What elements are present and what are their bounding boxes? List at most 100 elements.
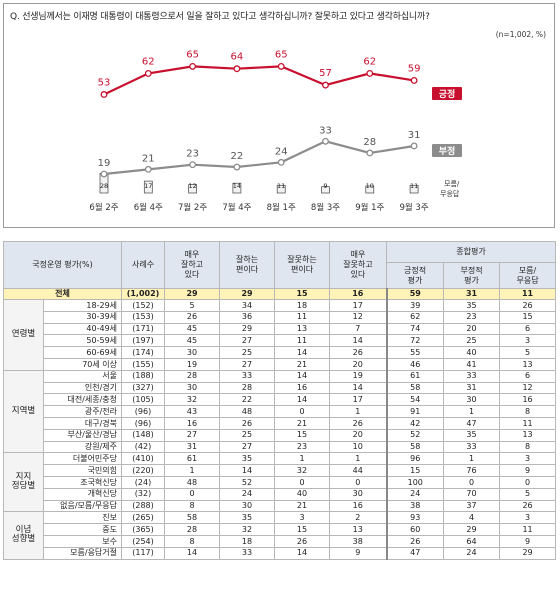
legend-negative-label: 부정 xyxy=(439,145,456,157)
row-value: 14 xyxy=(274,393,331,407)
row-value: 41 xyxy=(443,357,501,371)
row-value: 14 xyxy=(274,346,331,359)
dontknow-bar xyxy=(365,185,375,194)
table-row: 30-39세 (153) 26 36 11 12 62 23 15 xyxy=(4,310,557,324)
row-value: 45 xyxy=(164,322,221,336)
positive-point xyxy=(233,65,241,73)
row-value: 30 xyxy=(164,381,221,395)
row-value: 5 xyxy=(499,487,557,501)
row-value: 58 xyxy=(385,381,445,395)
row-value: 1 xyxy=(443,405,501,418)
row-value: 55 xyxy=(385,346,445,359)
row-value: 36 xyxy=(219,310,276,324)
row-value: 16 xyxy=(329,288,388,300)
row-value: 61 xyxy=(164,452,221,466)
row-label: 모름/응답거절 xyxy=(42,546,123,560)
row-value: 0 xyxy=(274,405,331,418)
row-n: (220) xyxy=(121,464,166,477)
row-value: 3 xyxy=(499,452,557,466)
row-value: 46 xyxy=(385,357,445,371)
row-value: 33 xyxy=(443,440,501,454)
row-value: 0 xyxy=(443,475,501,489)
row-value: 10 xyxy=(329,440,388,454)
row-value: 15 xyxy=(385,464,445,477)
dontknow-value-label: 17 xyxy=(144,182,152,190)
dontknow-value-label: 9 xyxy=(323,182,327,190)
row-label: 60-69세 xyxy=(42,346,123,359)
legend-dontknow-label-2: 무응답 xyxy=(440,189,460,198)
row-value: 43 xyxy=(164,405,221,418)
row-value: 96 xyxy=(385,452,445,466)
row-value: 11 xyxy=(499,288,557,300)
row-n: (254) xyxy=(121,534,166,548)
positive-point xyxy=(144,69,152,77)
table-row: 60-69세 (174) 30 25 14 26 55 40 5 xyxy=(4,346,557,359)
row-value: 8 xyxy=(499,440,557,454)
row-value: 58 xyxy=(164,511,221,525)
dontknow-bar xyxy=(276,184,286,194)
row-value: 13 xyxy=(274,322,331,336)
x-axis-labels: 6월 2주 6월 4주 7월 2주 7월 4주 8월 1주 8월 3주 9월 1주 9월 3주 xyxy=(89,202,428,213)
table-row: 40-49세 (171) 45 29 13 7 74 20 6 xyxy=(4,322,557,336)
negative-point xyxy=(189,161,197,169)
row-label: 70세 이상 xyxy=(42,357,123,371)
row-value: 17 xyxy=(329,299,388,312)
row-value: 14 xyxy=(164,546,221,560)
dontknow-value-label: 12 xyxy=(188,182,196,190)
row-value: 9 xyxy=(499,534,557,548)
row-value: 0 xyxy=(329,475,388,489)
legend-positive-badge xyxy=(432,87,462,100)
header-good: 잘하는 편이다 xyxy=(219,241,276,289)
header-positive: 긍정적 평가 xyxy=(386,262,445,289)
row-value: 17 xyxy=(329,393,388,407)
row-value: 35 xyxy=(219,452,276,466)
row-value: 29 xyxy=(164,288,221,300)
row-value: 23 xyxy=(443,310,501,324)
row-value: 52 xyxy=(385,428,445,442)
positive-point xyxy=(410,76,418,84)
row-value: 44 xyxy=(329,464,388,477)
table-row: 50-59세 (197) 45 27 11 14 72 25 3 xyxy=(4,334,557,348)
row-value: 12 xyxy=(329,310,388,324)
row-value: 29 xyxy=(499,546,557,560)
row-value: 59 xyxy=(385,288,445,300)
table-row-total: 전체 (1,002) 29 29 15 16 59 31 11 xyxy=(2,288,557,300)
header-category: 국정운영 평가(%) xyxy=(2,241,123,289)
row-value: 47 xyxy=(443,416,501,430)
row-label: 전체 xyxy=(2,288,123,300)
row-n: (365) xyxy=(121,523,166,536)
row-value: 25 xyxy=(443,334,501,348)
row-value: 0 xyxy=(274,475,331,489)
row-value: 1 xyxy=(274,452,331,466)
row-value: 0 xyxy=(499,475,557,489)
positive-value-label: 62 xyxy=(142,56,155,67)
table-row: 지역별 서울 (188) 28 33 14 19 61 33 6 xyxy=(3,369,557,454)
row-value: 3 xyxy=(499,334,557,348)
row-value: 25 xyxy=(219,346,276,359)
row-label: 40-49세 xyxy=(42,322,123,336)
row-n: (42) xyxy=(121,440,166,454)
row-value: 15 xyxy=(274,523,331,536)
value-labels: 28 17 12 14 11 9 10 11 19 21 23 22 24 33 28 31 53 62 65 64 6… xyxy=(98,49,421,190)
dontknow-bar xyxy=(188,184,197,194)
positive-point xyxy=(366,69,374,77)
row-value: 21 xyxy=(274,499,331,513)
row-value: 74 xyxy=(385,322,445,336)
row-label: 광주/전라 xyxy=(42,405,123,418)
row-value: 29 xyxy=(219,322,276,336)
row-value: 16 xyxy=(499,393,557,407)
row-value: 8 xyxy=(164,534,221,548)
row-value: 37 xyxy=(443,499,501,513)
row-value: 26 xyxy=(499,299,557,312)
dontknow-value-label: 11 xyxy=(277,182,285,190)
header-n: 사례수 xyxy=(121,241,166,289)
row-value: 14 xyxy=(329,381,388,395)
row-value: 7 xyxy=(329,322,388,336)
row-label: 중도 xyxy=(42,523,123,536)
header-very-good: 매우 잘하고 있다 xyxy=(164,241,221,289)
row-n: (105) xyxy=(121,393,166,407)
row-value: 34 xyxy=(219,299,276,312)
dontknow-bar xyxy=(143,180,153,194)
row-value: 28 xyxy=(219,381,276,395)
row-value: 1 xyxy=(329,452,388,466)
